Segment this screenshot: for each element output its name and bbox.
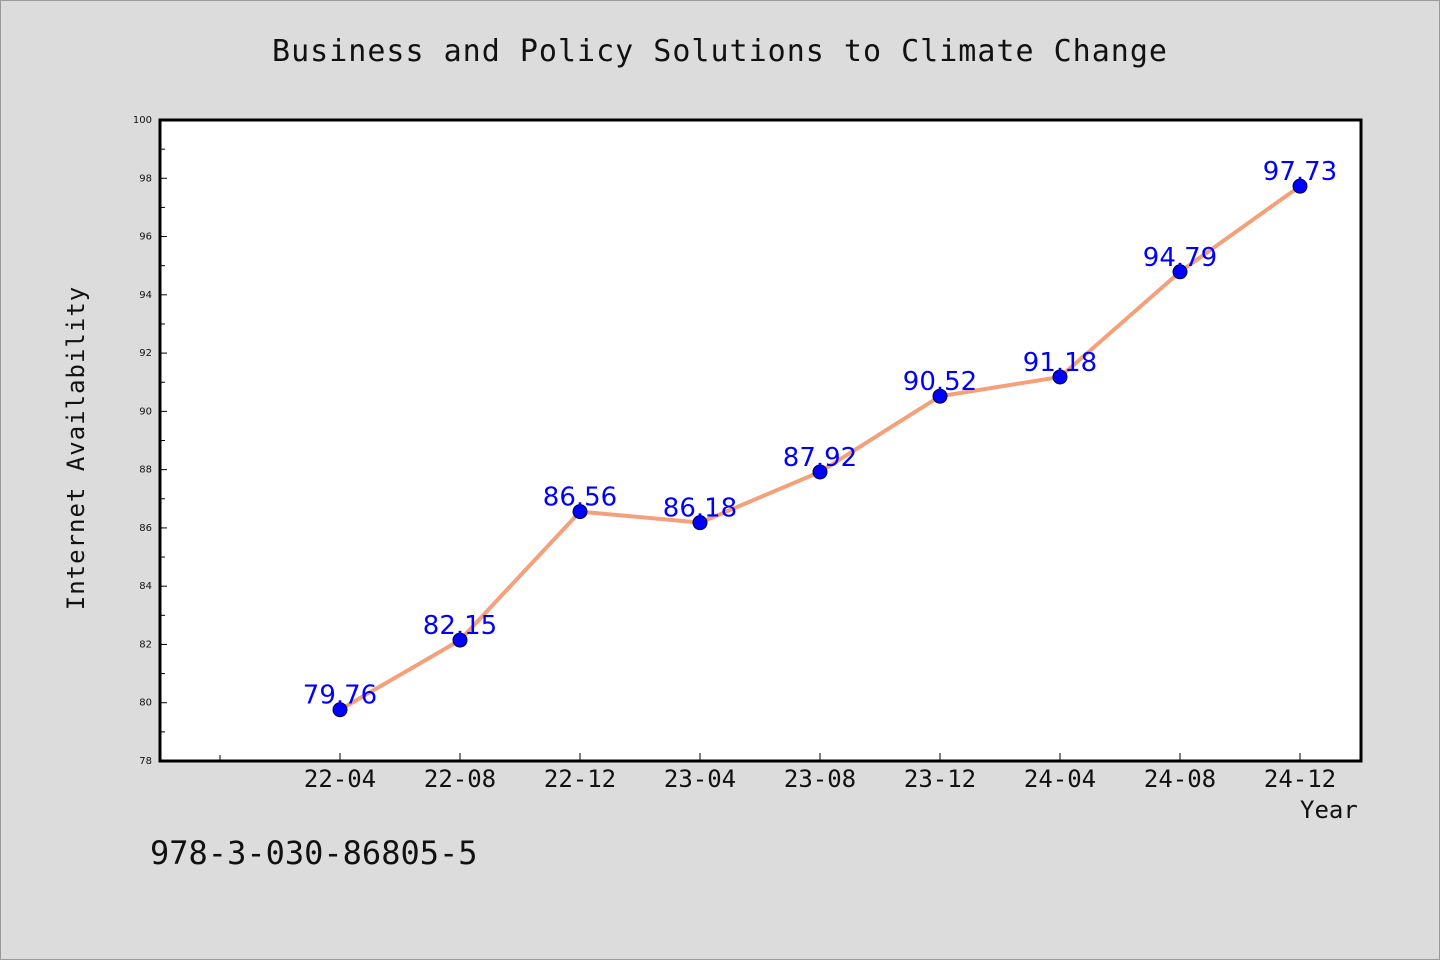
data-label: 91.18 (1023, 348, 1097, 378)
data-point (692, 515, 708, 531)
y-tick-label: 92 (139, 348, 152, 359)
y-tick-label: 94 (139, 290, 152, 301)
data-point (1292, 178, 1308, 194)
y-tick-label: 86 (139, 523, 152, 534)
y-axis: 78 80 82 84 86 88 90 92 94 96 98 100 (133, 115, 167, 767)
isbn-annotation: 978-3-030-86805-5 (150, 834, 478, 872)
x-tick-label: 23-04 (664, 765, 736, 793)
data-label: 87.92 (783, 443, 857, 473)
x-tick-label: 23-08 (784, 765, 856, 793)
data-series: 79.76 82.15 86.56 86.18 87.92 90.52 91.18 94.79… (303, 157, 1337, 718)
x-tick-label: 22-12 (544, 765, 616, 793)
x-tick-label: 24-12 (1264, 765, 1336, 793)
x-tick-label: 24-04 (1024, 765, 1096, 793)
y-tick-label: 88 (139, 465, 152, 476)
data-point (572, 504, 588, 520)
data-label: 97.73 (1263, 157, 1337, 187)
x-tick-label: 23-12 (904, 765, 976, 793)
data-label: 86.56 (543, 483, 617, 513)
y-tick-label: 84 (139, 581, 152, 592)
x-axis-label: Year (1300, 796, 1358, 824)
data-label: 82.15 (423, 611, 497, 641)
data-point (1052, 369, 1068, 385)
data-point (812, 464, 828, 480)
y-tick-label: 100 (133, 115, 152, 126)
y-tick-label: 80 (139, 698, 152, 709)
x-axis: 22-04 22-08 22-12 23-04 23-08 23-12 24-04 24-08… (219, 753, 1336, 793)
y-tick-label: 98 (139, 173, 152, 184)
chart-title: Business and Policy Solutions to Climate… (272, 34, 1168, 69)
plot-area (158, 118, 1363, 763)
data-label: 94.79 (1143, 243, 1217, 273)
data-point (932, 388, 948, 404)
y-tick-label: 96 (139, 232, 152, 243)
y-tick-label: 82 (139, 639, 152, 650)
y-tick-label: 90 (139, 406, 152, 417)
y-tick-label: 78 (139, 756, 152, 767)
data-point (452, 632, 468, 648)
data-point (332, 702, 348, 718)
data-label: 79.76 (303, 681, 377, 711)
data-label: 86.18 (663, 494, 737, 524)
x-tick-label: 22-08 (424, 765, 496, 793)
x-tick-label: 24-08 (1144, 765, 1216, 793)
data-label: 90.52 (903, 367, 977, 397)
x-tick-label: 22-04 (304, 765, 376, 793)
data-point (1172, 264, 1188, 280)
